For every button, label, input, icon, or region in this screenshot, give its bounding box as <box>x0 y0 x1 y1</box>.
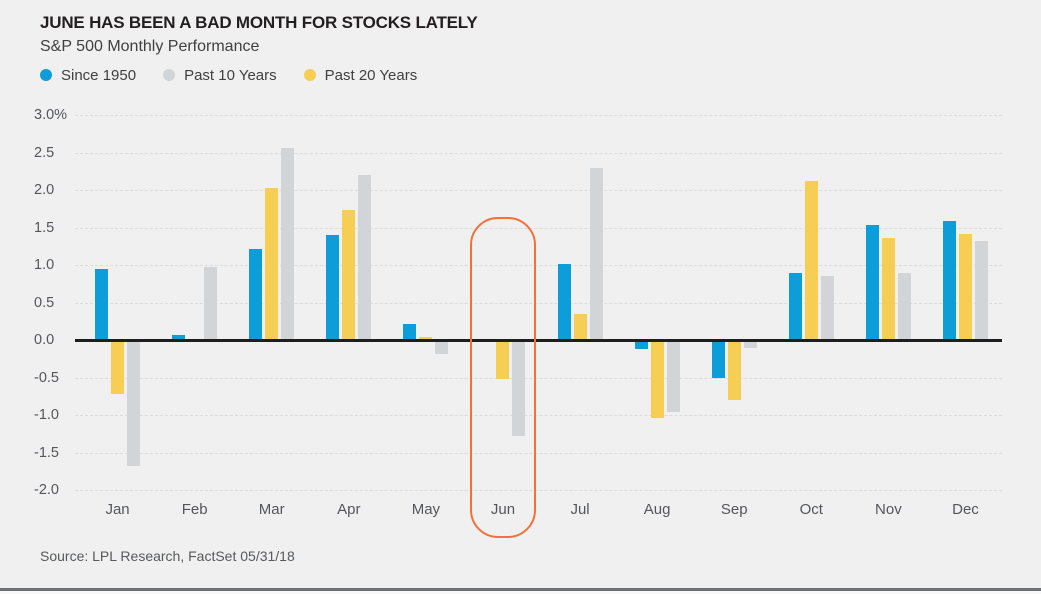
x-axis-label-mar: Mar <box>258 501 285 518</box>
bar-since-1950-feb <box>172 334 186 340</box>
y-axis-tick-label: 1.5 <box>34 219 55 236</box>
bar-past-20-years-jul <box>573 313 587 340</box>
legend-item-since-1950: Since 1950 <box>40 67 136 84</box>
bar-since-1950-jan <box>95 268 109 340</box>
bar-since-1950-aug <box>634 340 648 349</box>
bar-past-10-years-jan <box>127 340 141 466</box>
x-axis-label-feb: Feb <box>181 501 208 518</box>
gridline <box>75 227 1002 229</box>
y-axis-tick-label: -2.0 <box>34 482 59 498</box>
legend-label: Past 10 Years <box>184 66 277 84</box>
gridline <box>75 415 1002 416</box>
bottom-rule <box>0 588 1041 591</box>
zero-axis-line <box>75 339 1002 342</box>
gridline <box>75 152 1002 154</box>
bar-since-1950-sep <box>711 340 725 378</box>
chart-title: JUNE HAS BEEN A BAD MONTH FOR STOCKS LAT… <box>40 13 478 32</box>
bar-since-1950-may <box>403 323 417 340</box>
y-axis-tick-label: 1.0 <box>34 257 55 273</box>
bar-past-20-years-jan <box>111 340 125 394</box>
gridline <box>75 302 1002 304</box>
x-axis-label-may: May <box>411 501 441 518</box>
bar-past-10-years-aug <box>666 340 680 412</box>
bar-since-1950-nov <box>865 225 879 340</box>
x-axis-label-apr: Apr <box>337 501 361 518</box>
june-highlight-ring <box>469 217 536 538</box>
bar-since-1950-oct <box>788 272 802 340</box>
gridline <box>75 490 1002 491</box>
bottom-strip <box>0 591 1041 594</box>
bar-since-1950-jul <box>557 264 571 340</box>
x-axis-label-dec: Dec <box>952 501 979 518</box>
bar-since-1950-apr <box>326 235 340 340</box>
x-axis-label-sep: Sep <box>720 501 748 518</box>
bar-past-20-years-sep <box>727 340 741 400</box>
bar-past-20-years-oct <box>804 181 818 340</box>
x-axis-label-jan: Jan <box>105 501 130 518</box>
bar-past-20-years-jun <box>496 340 510 379</box>
bar-past-10-years-may <box>435 340 449 354</box>
bar-since-1950-dec <box>942 220 956 340</box>
gridline <box>75 377 1002 379</box>
y-axis-tick-label: 0.0 <box>34 332 55 348</box>
y-axis-tick-label: 0.5 <box>34 294 55 311</box>
y-axis-tick-label: -1.0 <box>34 407 59 423</box>
bar-past-20-years-may <box>419 337 433 340</box>
legend-dot-past-20-years-icon <box>303 69 316 81</box>
legend-label: Past 20 Years <box>324 66 418 84</box>
x-axis-label-jul: Jul <box>570 501 590 518</box>
bar-past-10-years-sep <box>743 340 757 348</box>
x-axis-label-nov: Nov <box>875 501 902 518</box>
bar-past-10-years-nov <box>897 272 911 340</box>
bar-past-20-years-aug <box>650 340 664 418</box>
bar-past-20-years-mar <box>265 187 279 340</box>
x-axis-label-oct: Oct <box>799 501 823 518</box>
legend-dot-since-1950-icon <box>40 69 52 81</box>
bar-past-10-years-dec <box>974 241 988 340</box>
legend-label: Since 1950 <box>61 66 137 84</box>
gridline <box>75 190 1002 191</box>
bar-past-10-years-jun <box>512 340 526 436</box>
y-axis-tick-label: 2.5 <box>34 144 55 161</box>
y-axis-tick-label: 2.0 <box>34 182 55 198</box>
legend-item-past-20-years: Past 20 Years <box>303 66 418 84</box>
chart-subtitle: S&P 500 Monthly Performance <box>40 38 260 55</box>
bar-past-10-years-feb <box>204 267 218 340</box>
bar-past-20-years-dec <box>958 233 972 340</box>
source-text: Source: LPL Research, FactSet 05/31/18 <box>40 548 295 564</box>
y-axis-tick-label: -0.5 <box>34 369 59 386</box>
bar-past-10-years-oct <box>820 275 834 340</box>
legend-dot-past-10-years-icon <box>163 69 176 81</box>
gridline <box>75 452 1002 454</box>
bar-past-10-years-mar <box>281 148 295 340</box>
gridline <box>75 265 1002 266</box>
bar-past-20-years-apr <box>342 210 356 340</box>
legend: Since 1950 Past 10 Years Past 20 Years <box>40 66 444 84</box>
legend-item-past-10-years: Past 10 Years <box>163 67 277 84</box>
y-axis-tick-label: 3.0% <box>34 107 68 123</box>
bar-past-10-years-apr <box>358 175 372 340</box>
bar-since-1950-mar <box>249 248 263 340</box>
y-axis-tick-label: -1.5 <box>34 444 59 461</box>
x-axis-label-aug: Aug <box>643 501 671 518</box>
bar-past-20-years-nov <box>881 238 895 340</box>
gridline <box>75 115 1002 116</box>
bar-past-10-years-jul <box>589 167 603 340</box>
